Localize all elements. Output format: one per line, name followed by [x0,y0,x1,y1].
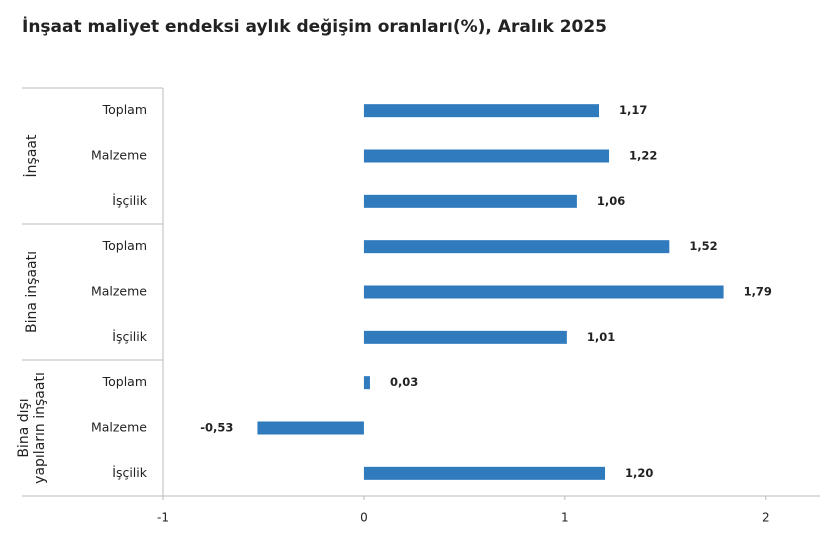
value-label: 1,06 [597,194,625,208]
value-label: 1,20 [625,466,653,480]
category-label: Toplam [102,238,147,253]
category-label: İşçilik [112,329,147,344]
bar [363,104,600,118]
bar [363,285,724,299]
category-label: Toplam [102,102,147,117]
chart-title: İnşaat maliyet endeksi aylık değişim ora… [22,15,607,37]
category-label: Malzeme [91,284,147,299]
value-label: 0,03 [390,375,418,389]
category-label: İşçilik [112,193,147,208]
bar [363,330,567,344]
value-label: 1,17 [619,103,647,117]
category-label: Malzeme [91,420,147,435]
bar [363,376,370,390]
x-tick-label: -1 [157,511,169,525]
value-label: 1,22 [629,149,657,163]
x-tick-label: 2 [762,511,770,525]
bar [363,240,670,254]
group-label: İnşaat [22,134,40,177]
x-tick-label: 1 [561,511,569,525]
group-label: Bina dışıyapıların inşaatı [16,372,48,484]
bar [363,149,610,163]
bar [363,194,577,208]
bar [257,421,364,435]
group-label-line: Bina inşaatı [24,251,40,333]
value-label: 1,79 [744,285,772,299]
value-label: 1,01 [587,330,615,344]
group-label-line: yapıların inşaatı [32,372,48,484]
value-label: 1,52 [689,239,717,253]
x-tick-label: 0 [360,511,368,525]
category-label: Malzeme [91,148,147,163]
category-label: Toplam [102,374,147,389]
bar [363,466,606,480]
category-label: İşçilik [112,465,147,480]
group-label: Bina inşaatı [24,251,40,333]
group-label-line: İnşaat [22,134,40,177]
value-label: -0,53 [200,421,233,435]
group-label-line: Bina dışı [16,398,32,457]
